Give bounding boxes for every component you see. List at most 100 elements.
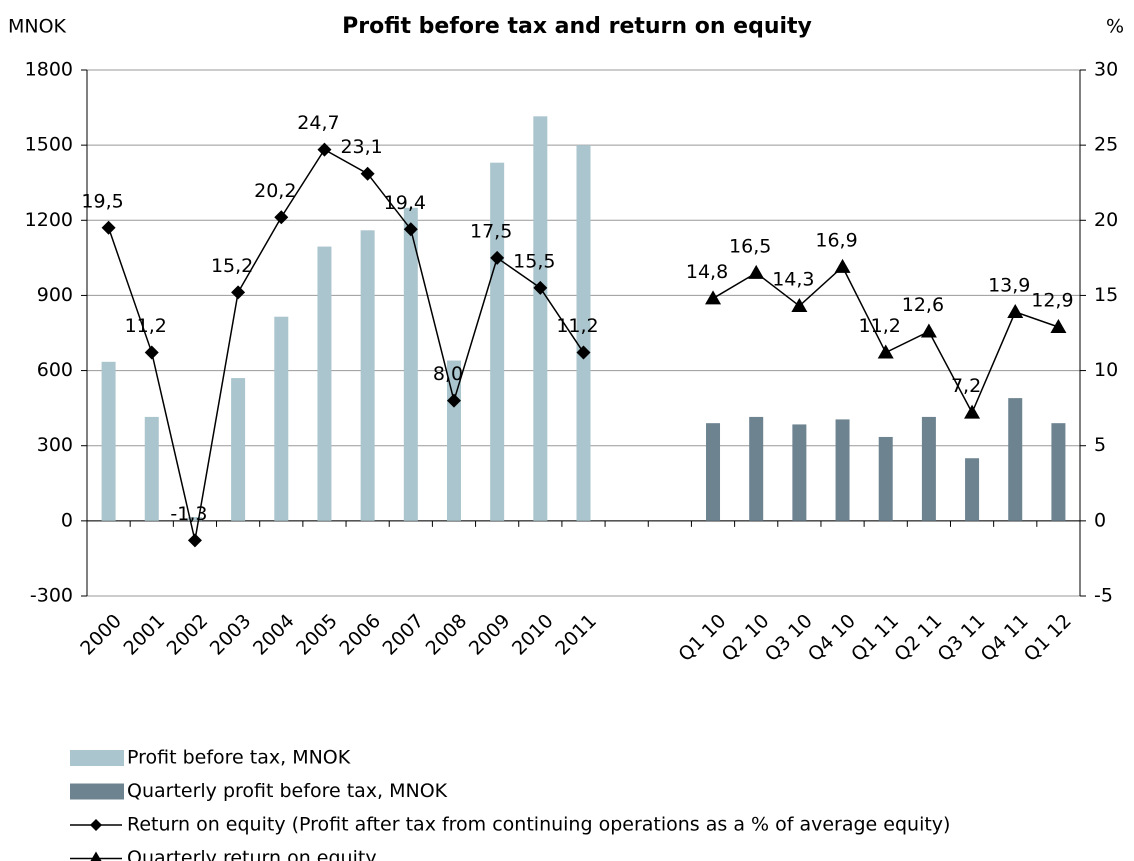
x-tick-label: 2007: [378, 610, 428, 660]
data-label: 14,3: [772, 268, 814, 290]
data-label: 15,5: [513, 250, 555, 272]
x-tick-label: 2009: [465, 610, 515, 660]
data-label: 11,2: [125, 315, 167, 337]
marker: [1050, 318, 1067, 333]
bar: [1051, 423, 1066, 521]
marker: [446, 393, 461, 408]
data-label: 14,8: [686, 261, 728, 283]
x-tick-label: 2006: [335, 610, 385, 660]
data-label: 23,1: [340, 136, 382, 158]
data-label: 12,9: [1031, 289, 1073, 311]
marker: [877, 344, 894, 359]
bar: [792, 424, 807, 521]
marker: [274, 210, 289, 225]
y-tick-label: 1500: [25, 134, 73, 156]
data-label: 13,9: [988, 274, 1030, 296]
data-label: 19,4: [384, 192, 426, 214]
legend-label: Return on equity (Profit after tax from …: [127, 814, 950, 836]
bar: [921, 416, 936, 521]
y2-tick-label: 15: [1094, 284, 1118, 306]
marker: [187, 533, 202, 548]
marker: [101, 220, 116, 235]
marker: [317, 142, 332, 157]
legend-marker: [90, 819, 102, 831]
data-label: 16,9: [815, 229, 857, 251]
bar: [878, 436, 893, 521]
x-tick-label: Q1 12: [1020, 610, 1076, 666]
bar: [706, 423, 721, 521]
bar: [101, 361, 116, 521]
y-tick-label: -300: [30, 585, 73, 607]
x-tick-label: Q3 10: [761, 610, 817, 666]
data-label: 24,7: [297, 112, 339, 134]
chart-title: Profit before tax and return on equity: [342, 14, 812, 39]
data-label: 7,2: [951, 375, 981, 397]
marker: [533, 280, 548, 295]
data-label: 17,5: [470, 220, 512, 242]
y2-tick-label: 20: [1094, 209, 1118, 231]
bar: [317, 246, 332, 521]
data-label: 8,0: [433, 363, 463, 385]
bar: [403, 207, 418, 521]
data-label: -1,3: [170, 503, 207, 525]
marker: [231, 285, 246, 300]
bar: [231, 378, 246, 521]
bar: [490, 162, 505, 521]
marker: [403, 222, 418, 237]
legend-marker: [90, 851, 102, 861]
x-tick-label: 2000: [76, 610, 126, 660]
bar: [187, 517, 202, 521]
y-axis-label: MNOK: [8, 16, 67, 38]
bar: [274, 316, 289, 521]
x-tick-label: 2002: [163, 610, 213, 660]
x-tick-label: Q1 11: [847, 610, 903, 666]
bar: [749, 416, 764, 521]
x-tick-label: 2010: [508, 610, 558, 660]
x-tick-label: Q3 11: [933, 610, 989, 666]
x-tick-label: 2011: [551, 610, 601, 660]
marker: [748, 264, 765, 279]
marker: [834, 258, 851, 273]
bar: [1008, 398, 1023, 521]
x-tick-label: 2003: [206, 610, 256, 660]
y-tick-label: 600: [37, 359, 73, 381]
x-tick-label: Q2 10: [718, 610, 774, 666]
data-label: 20,2: [254, 180, 296, 202]
marker: [144, 345, 159, 360]
marker: [490, 250, 505, 265]
y2-axis-label: %: [1106, 16, 1124, 38]
data-label: 12,6: [902, 294, 944, 316]
legend-swatch: [70, 750, 124, 766]
y-tick-label: 300: [37, 434, 73, 456]
y-tick-label: 900: [37, 284, 73, 306]
line: [107, 148, 585, 541]
marker: [920, 323, 937, 338]
y-tick-label: 1200: [25, 209, 73, 231]
x-tick-label: Q4 11: [977, 610, 1033, 666]
marker: [964, 404, 981, 419]
y2-tick-label: -5: [1094, 585, 1113, 607]
marker: [1007, 303, 1024, 318]
marker: [791, 297, 808, 312]
y2-tick-label: 10: [1094, 359, 1118, 381]
y2-tick-label: 5: [1094, 434, 1106, 456]
x-tick-label: Q4 10: [804, 610, 860, 666]
y-tick-label: 1800: [25, 59, 73, 81]
y2-tick-label: 0: [1094, 509, 1106, 531]
data-label: 11,2: [556, 315, 598, 337]
x-tick-label: 2008: [422, 610, 472, 660]
y2-tick-label: 30: [1094, 59, 1118, 81]
marker: [705, 290, 722, 305]
bar: [144, 416, 159, 521]
data-label: 19,5: [81, 190, 123, 212]
marker: [576, 345, 591, 360]
bar: [965, 458, 980, 521]
x-tick-label: 2004: [249, 610, 299, 660]
legend-swatch: [70, 783, 124, 800]
data-label: 16,5: [729, 235, 771, 257]
x-tick-label: 2005: [292, 610, 342, 660]
legend-label: Quarterly profit before tax, MNOK: [127, 780, 448, 802]
legend-label: Profit before tax, MNOK: [127, 747, 351, 769]
marker: [360, 166, 375, 181]
